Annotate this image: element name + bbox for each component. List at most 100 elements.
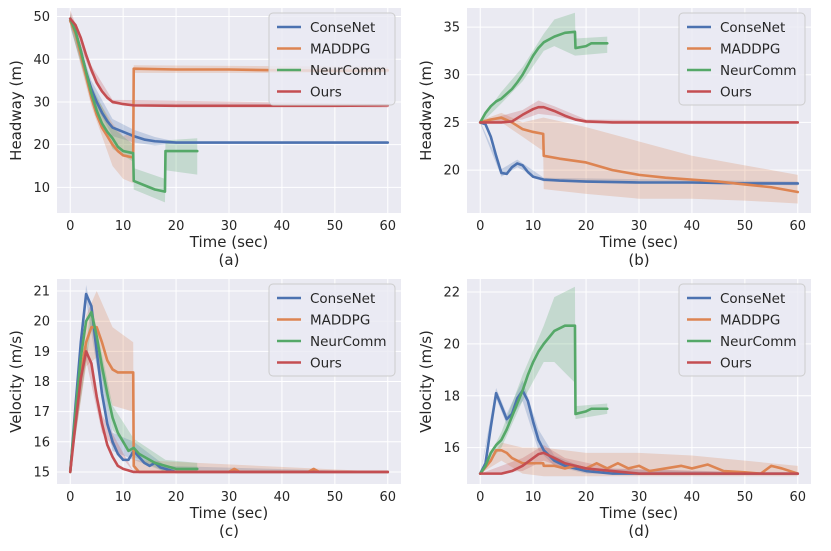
y-tick-label: 10 bbox=[33, 181, 50, 196]
x-tick-label: 60 bbox=[379, 219, 396, 234]
legend-box bbox=[268, 283, 396, 377]
legend-label-Ours: Ours bbox=[310, 356, 342, 372]
y-tick-label: 16 bbox=[33, 435, 50, 450]
legend-box bbox=[678, 12, 806, 106]
x-tick-label: 50 bbox=[737, 219, 754, 234]
legend-label-NeurComm: NeurComm bbox=[720, 63, 797, 79]
x-axis-label: Time (sec) bbox=[599, 504, 678, 522]
x-axis-label: Time (sec) bbox=[189, 504, 268, 522]
x-tick-label: 0 bbox=[66, 219, 74, 234]
series-group-c bbox=[68, 285, 390, 474]
x-tick-label: 30 bbox=[631, 490, 648, 505]
legend-label-NeurComm: NeurComm bbox=[720, 334, 797, 350]
panel-b: 0 10 20 30 40 50 60 20 25 30 35 Time (sec)(b) Headwa… bbox=[417, 8, 811, 269]
x-tick-label: 40 bbox=[684, 219, 701, 234]
line-Ours bbox=[68, 17, 390, 108]
y-tick-label: 16 bbox=[443, 441, 460, 456]
line-Ours bbox=[478, 105, 800, 124]
panel-a: 0 10 20 30 40 50 60 10 20 30 40 50 Time (sec)(a) Head… bbox=[7, 8, 401, 269]
line-ConseNet bbox=[478, 389, 800, 475]
line-MADDPG bbox=[478, 448, 800, 475]
line-Ours bbox=[478, 451, 800, 475]
x-tick-label: 10 bbox=[525, 219, 542, 234]
series-group-b bbox=[478, 12, 800, 204]
x-tick-label: 50 bbox=[737, 490, 754, 505]
x-tick-label: 0 bbox=[66, 490, 74, 505]
panel-c: 0 10 20 30 40 50 60 15 16 17 18 19 20 21 Time (sec)(c)… bbox=[7, 279, 401, 540]
panel-caption: (d) bbox=[628, 522, 649, 540]
x-tick-label: 60 bbox=[379, 490, 396, 505]
y-axis-label: Velocity (m/s) bbox=[7, 330, 25, 433]
line-ConseNet bbox=[68, 292, 390, 474]
band-Ours bbox=[480, 100, 798, 124]
legend-label-ConseNet: ConseNet bbox=[720, 291, 785, 307]
x-tick-label: 60 bbox=[789, 219, 806, 234]
y-tick-label: 25 bbox=[443, 116, 460, 131]
legend-label-MADDPG: MADDPG bbox=[720, 42, 780, 58]
panel-caption: (a) bbox=[219, 251, 240, 269]
legend-label-Ours: Ours bbox=[310, 85, 342, 101]
x-tick-label: 20 bbox=[578, 490, 595, 505]
y-tick-label: 18 bbox=[33, 375, 50, 390]
legend-label-MADDPG: MADDPG bbox=[310, 313, 370, 329]
y-axis-label: Headway (m) bbox=[7, 60, 25, 161]
x-tick-label: 40 bbox=[274, 219, 291, 234]
y-tick-label: 15 bbox=[33, 465, 50, 480]
legend-d: ConseNet MADDPG NeurComm Ours bbox=[678, 283, 806, 377]
y-tick-label: 50 bbox=[33, 10, 50, 25]
legend-label-MADDPG: MADDPG bbox=[720, 313, 780, 329]
x-axis-label: Time (sec) bbox=[189, 233, 268, 251]
x-tick-label: 30 bbox=[631, 219, 648, 234]
y-tick-label: 35 bbox=[443, 21, 460, 36]
x-tick-label: 20 bbox=[578, 219, 595, 234]
y-tick-label: 19 bbox=[33, 345, 50, 360]
x-tick-label: 30 bbox=[221, 490, 238, 505]
y-tick-label: 40 bbox=[33, 53, 50, 68]
x-tick-label: 40 bbox=[274, 490, 291, 505]
x-tick-label: 10 bbox=[525, 490, 542, 505]
legend-label-Ours: Ours bbox=[720, 356, 752, 372]
line-NeurComm bbox=[478, 324, 609, 475]
legend-label-NeurComm: NeurComm bbox=[310, 63, 387, 79]
x-tick-label: 10 bbox=[115, 219, 132, 234]
legend-a: ConseNet MADDPG NeurComm Ours bbox=[268, 12, 396, 106]
y-tick-label: 22 bbox=[443, 285, 460, 300]
x-tick-label: 30 bbox=[221, 219, 238, 234]
line-NeurComm bbox=[68, 17, 199, 193]
legend-box bbox=[268, 12, 396, 106]
panel-caption: (b) bbox=[628, 251, 649, 269]
line-NeurComm bbox=[478, 30, 609, 124]
x-tick-label: 60 bbox=[789, 490, 806, 505]
legend-label-ConseNet: ConseNet bbox=[310, 291, 375, 307]
series-group-a bbox=[68, 10, 390, 203]
legend-box bbox=[678, 283, 806, 377]
x-tick-label: 0 bbox=[476, 219, 484, 234]
legend-label-MADDPG: MADDPG bbox=[310, 42, 370, 58]
y-tick-label: 18 bbox=[443, 389, 460, 404]
x-tick-label: 20 bbox=[168, 219, 185, 234]
band-MADDPG bbox=[70, 291, 388, 472]
panel-d: 0 10 20 30 40 50 60 16 18 20 22 Time (sec)(d) Veloci… bbox=[417, 279, 811, 540]
series-group-d bbox=[478, 286, 800, 477]
x-axis-label: Time (sec) bbox=[599, 233, 678, 251]
y-tick-label: 30 bbox=[33, 95, 50, 110]
legend-label-NeurComm: NeurComm bbox=[310, 334, 387, 350]
line-ConseNet bbox=[478, 121, 800, 185]
legend-label-ConseNet: ConseNet bbox=[310, 20, 375, 36]
legend-label-Ours: Ours bbox=[720, 85, 752, 101]
y-tick-label: 20 bbox=[443, 337, 460, 352]
y-tick-label: 20 bbox=[33, 138, 50, 153]
x-tick-label: 10 bbox=[115, 490, 132, 505]
legend-b: ConseNet MADDPG NeurComm Ours bbox=[678, 12, 806, 106]
x-tick-label: 50 bbox=[327, 490, 344, 505]
legend-label-ConseNet: ConseNet bbox=[720, 20, 785, 36]
line-NeurComm bbox=[68, 310, 199, 474]
x-tick-label: 0 bbox=[476, 490, 484, 505]
x-tick-label: 50 bbox=[327, 219, 344, 234]
panel-caption: (c) bbox=[219, 522, 239, 540]
y-tick-label: 30 bbox=[443, 68, 460, 83]
y-axis-label: Velocity (m/s) bbox=[417, 330, 435, 433]
legend-c: ConseNet MADDPG NeurComm Ours bbox=[268, 283, 396, 377]
y-axis-label: Headway (m) bbox=[417, 60, 435, 161]
